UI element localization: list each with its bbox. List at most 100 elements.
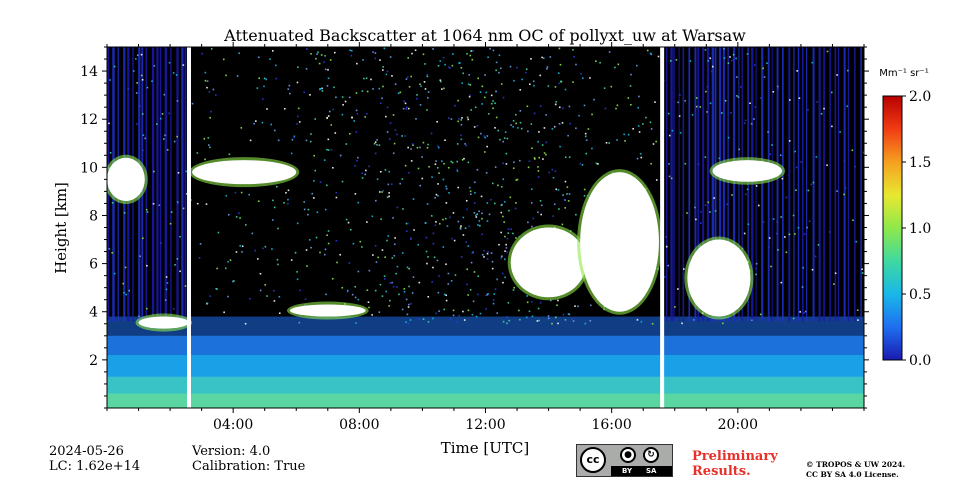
noise-speck [264, 245, 267, 248]
noise-speck [638, 131, 641, 133]
noise-speck [490, 94, 493, 97]
noise-speck [325, 293, 327, 296]
noise-speck [801, 286, 804, 288]
noise-speck [168, 61, 171, 64]
noise-speck [142, 134, 145, 137]
noise-stripe [797, 47, 800, 322]
noise-speck [435, 160, 437, 162]
noise-speck [307, 213, 309, 216]
noise-stripe [184, 47, 187, 322]
noise-speck [198, 256, 201, 259]
noise-speck [460, 138, 463, 141]
noise-speck [603, 87, 606, 89]
noise-speck [323, 159, 326, 161]
noise-speck [166, 149, 169, 151]
noise-speck [686, 212, 688, 214]
noise-speck [169, 222, 172, 225]
noise-speck [505, 152, 508, 155]
noise-speck [253, 122, 255, 125]
noise-speck [244, 322, 247, 325]
noise-speck [108, 248, 111, 250]
noise-speck [556, 304, 558, 307]
noise-speck [571, 318, 573, 321]
noise-speck [515, 237, 517, 239]
noise-speck [655, 140, 657, 143]
noise-speck [519, 121, 522, 124]
noise-speck [378, 311, 381, 314]
noise-speck [539, 301, 542, 304]
noise-speck [227, 295, 229, 298]
noise-speck [650, 53, 653, 56]
cloud-layer-1 [192, 160, 297, 185]
noise-speck [704, 204, 707, 206]
noise-stripe [767, 47, 770, 322]
noise-speck [403, 288, 406, 290]
noise-speck [410, 302, 412, 305]
noise-speck [562, 107, 564, 109]
noise-speck [109, 79, 111, 81]
noise-stripe [702, 47, 705, 322]
noise-speck [559, 63, 562, 66]
noise-speck [227, 213, 230, 216]
preliminary-line-1: Preliminary [692, 449, 778, 464]
noise-speck [418, 281, 421, 284]
noise-speck [678, 115, 681, 117]
y-axis: 2 4 6 8 10 12 14 [80, 46, 869, 409]
noise-speck [749, 102, 751, 104]
noise-speck [327, 77, 330, 80]
noise-stripe [776, 47, 779, 322]
noise-speck [470, 50, 473, 52]
noise-speck [558, 208, 560, 210]
noise-speck [431, 176, 433, 178]
noise-speck [418, 318, 420, 320]
noise-speck [456, 143, 459, 145]
noise-speck [555, 101, 558, 103]
noise-speck [351, 293, 354, 296]
noise-speck [326, 116, 328, 119]
noise-speck [476, 125, 479, 127]
noise-speck [542, 57, 545, 59]
noise-speck [392, 152, 395, 155]
noise-speck [406, 266, 409, 269]
noise-speck [311, 192, 314, 195]
noise-speck [785, 196, 788, 199]
noise-speck [389, 299, 391, 302]
noise-speck [655, 179, 658, 181]
cloud-layer-4 [510, 227, 587, 298]
noise-speck [519, 318, 521, 321]
noise-speck [767, 131, 769, 133]
noise-speck [836, 190, 838, 192]
noise-stripe [706, 47, 710, 322]
noise-speck [140, 74, 143, 77]
noise-speck [627, 97, 630, 99]
noise-speck [261, 98, 264, 100]
noise-speck [341, 180, 344, 183]
noise-speck [454, 274, 457, 276]
noise-speck [457, 220, 460, 223]
noise-speck [135, 58, 137, 60]
noise-speck [568, 193, 571, 195]
noise-speck [557, 189, 560, 191]
noise-speck [357, 298, 360, 301]
noise-speck [424, 222, 427, 224]
noise-speck [817, 244, 820, 246]
noise-speck [374, 141, 377, 143]
noise-speck [583, 188, 586, 191]
noise-speck [327, 115, 330, 117]
noise-speck [379, 170, 382, 173]
noise-speck [539, 105, 542, 107]
noise-speck [564, 319, 567, 321]
noise-speck [844, 187, 847, 189]
noise-speck [784, 236, 786, 238]
noise-speck [562, 194, 564, 196]
noise-speck [372, 88, 374, 90]
noise-speck [762, 221, 765, 223]
noise-speck [109, 151, 112, 154]
noise-speck [396, 265, 399, 268]
noise-speck [354, 285, 357, 288]
noise-speck [667, 112, 670, 115]
noise-speck [482, 253, 484, 256]
noise-speck [448, 66, 450, 69]
y-tick-label: 10 [80, 160, 98, 176]
noise-stripe [818, 47, 821, 322]
